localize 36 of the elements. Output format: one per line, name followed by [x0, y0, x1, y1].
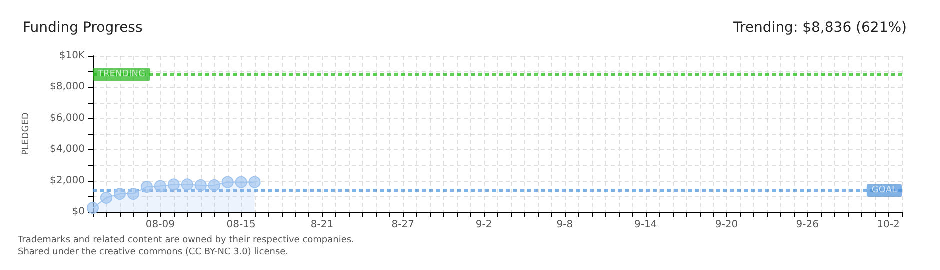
x-tick-label: 8-21: [310, 220, 334, 230]
x-tick-label: 08-09: [146, 220, 175, 230]
x-tick-label: 8-27: [392, 220, 414, 230]
x-tick-label: 9-20: [715, 220, 738, 230]
point: [168, 178, 180, 191]
y-tick-label: $6,000: [50, 112, 85, 124]
x-tick-label: 9-26: [796, 220, 819, 230]
text: Shared under the creative commons (CC BY-NC 3.0) license.: [18, 248, 289, 258]
chart-title: Funding Progress: [23, 20, 143, 36]
x-tick-label: 08-15: [226, 220, 256, 230]
y-tick-label: $0: [72, 206, 85, 218]
y-tick-label: $4,000: [50, 144, 85, 156]
x-tick-label: 9-14: [634, 220, 658, 230]
point: [87, 202, 99, 214]
x-tick-label: 9-8: [556, 220, 574, 230]
point: [140, 181, 153, 194]
point: [248, 176, 261, 188]
x-tick-label: 10-2: [877, 220, 900, 230]
x-tick-label: 9-2: [476, 220, 492, 230]
point: [181, 178, 194, 191]
chart-subtitle: Trending: $8,836 (621%): [732, 20, 908, 36]
point: [100, 192, 112, 204]
point: [194, 179, 207, 192]
y-tick-label: $2,000: [50, 175, 85, 186]
ref-line-label: TRENDING: [97, 70, 146, 80]
text: Trademarks and related content are owned by their respective companies.: [17, 236, 354, 246]
y-axis-title: PLEDGED: [22, 112, 32, 156]
point: [154, 180, 166, 192]
point: [114, 188, 126, 200]
point: [127, 188, 140, 200]
y-tick-label: $8,000: [50, 82, 85, 93]
y-tick-label: $10K: [59, 50, 86, 62]
point: [208, 179, 220, 192]
point: [222, 176, 234, 188]
ref-line-label: GOAL: [872, 186, 897, 196]
point: [235, 176, 248, 188]
